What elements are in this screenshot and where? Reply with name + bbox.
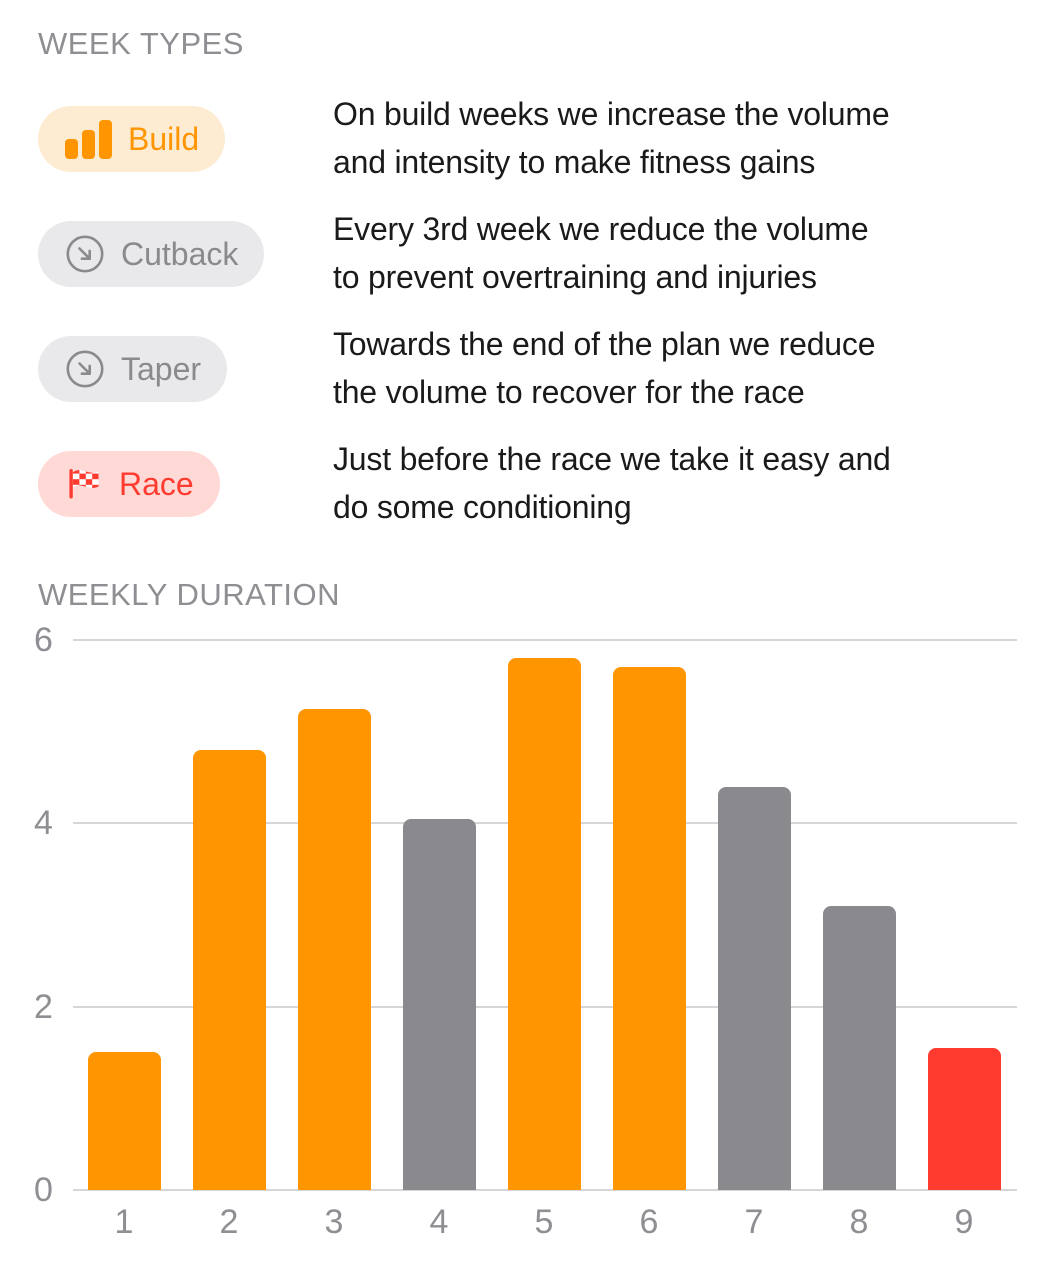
week-type-description-cutback: Every 3rd week we reduce the volume to p… — [333, 211, 869, 295]
x-axis-tick-label-week-2: 2 — [219, 1203, 239, 1241]
y-axis-tick-label-4: 4 — [34, 804, 53, 843]
arrow-down-right-circle-icon — [66, 350, 104, 388]
week-types-section-title: WEEK TYPES — [38, 26, 244, 61]
week-type-badge-label: Taper — [121, 351, 202, 387]
x-axis-tick-label-week-3: 3 — [324, 1203, 344, 1241]
week-type-badge-race: Race — [38, 451, 220, 517]
week-type-badge-build: Build — [38, 106, 226, 172]
bar-chart-icon — [65, 120, 112, 159]
bar-week-9-race — [927, 1047, 1001, 1190]
week-type-description-taper: Towards the end of the plan we reduce th… — [333, 326, 876, 410]
checkered-flag-icon — [69, 469, 99, 499]
x-axis-tick-label-week-6: 6 — [639, 1203, 659, 1241]
bar-week-3-build — [297, 708, 371, 1190]
weekly-duration-section-title: WEEKLY DURATION — [38, 577, 341, 612]
x-axis-tick-label-week-7: 7 — [744, 1203, 764, 1241]
week-type-description-race: Just before the race we take it easy and… — [333, 441, 891, 525]
x-axis-tick-label-week-8: 8 — [849, 1203, 869, 1241]
gridline-y-0 — [73, 1189, 1017, 1191]
gridline-y-6 — [73, 638, 1017, 641]
x-axis-tick-label-week-9: 9 — [954, 1203, 974, 1241]
y-axis-tick-label-6: 6 — [34, 620, 53, 659]
week-type-badge-label: Cutback — [121, 236, 239, 272]
week-type-badge-cutback: Cutback — [38, 221, 265, 287]
week-type-badge-label: Race — [119, 466, 194, 502]
x-axis-tick-label-week-5: 5 — [534, 1203, 554, 1241]
bar-week-4-cutback — [402, 818, 476, 1190]
y-axis-tick-label-0: 0 — [34, 1171, 53, 1209]
x-axis-tick-label-week-4: 4 — [429, 1203, 449, 1241]
bar-week-1-build — [87, 1052, 161, 1190]
bar-week-5-build — [507, 658, 581, 1190]
arrow-down-right-circle-icon — [66, 235, 104, 273]
bar-week-2-build — [192, 749, 266, 1190]
y-axis-tick-label-2: 2 — [34, 987, 53, 1026]
week-type-badge-label: Build — [128, 121, 200, 157]
x-axis-tick-label-week-1: 1 — [114, 1203, 134, 1241]
week-type-badge-taper: Taper — [38, 336, 228, 402]
week-type-description-build: On build weeks we increase the volume an… — [333, 96, 890, 180]
bar-week-8-taper — [822, 905, 896, 1190]
bar-week-6-build — [612, 667, 686, 1190]
bar-week-7-taper — [717, 786, 791, 1190]
